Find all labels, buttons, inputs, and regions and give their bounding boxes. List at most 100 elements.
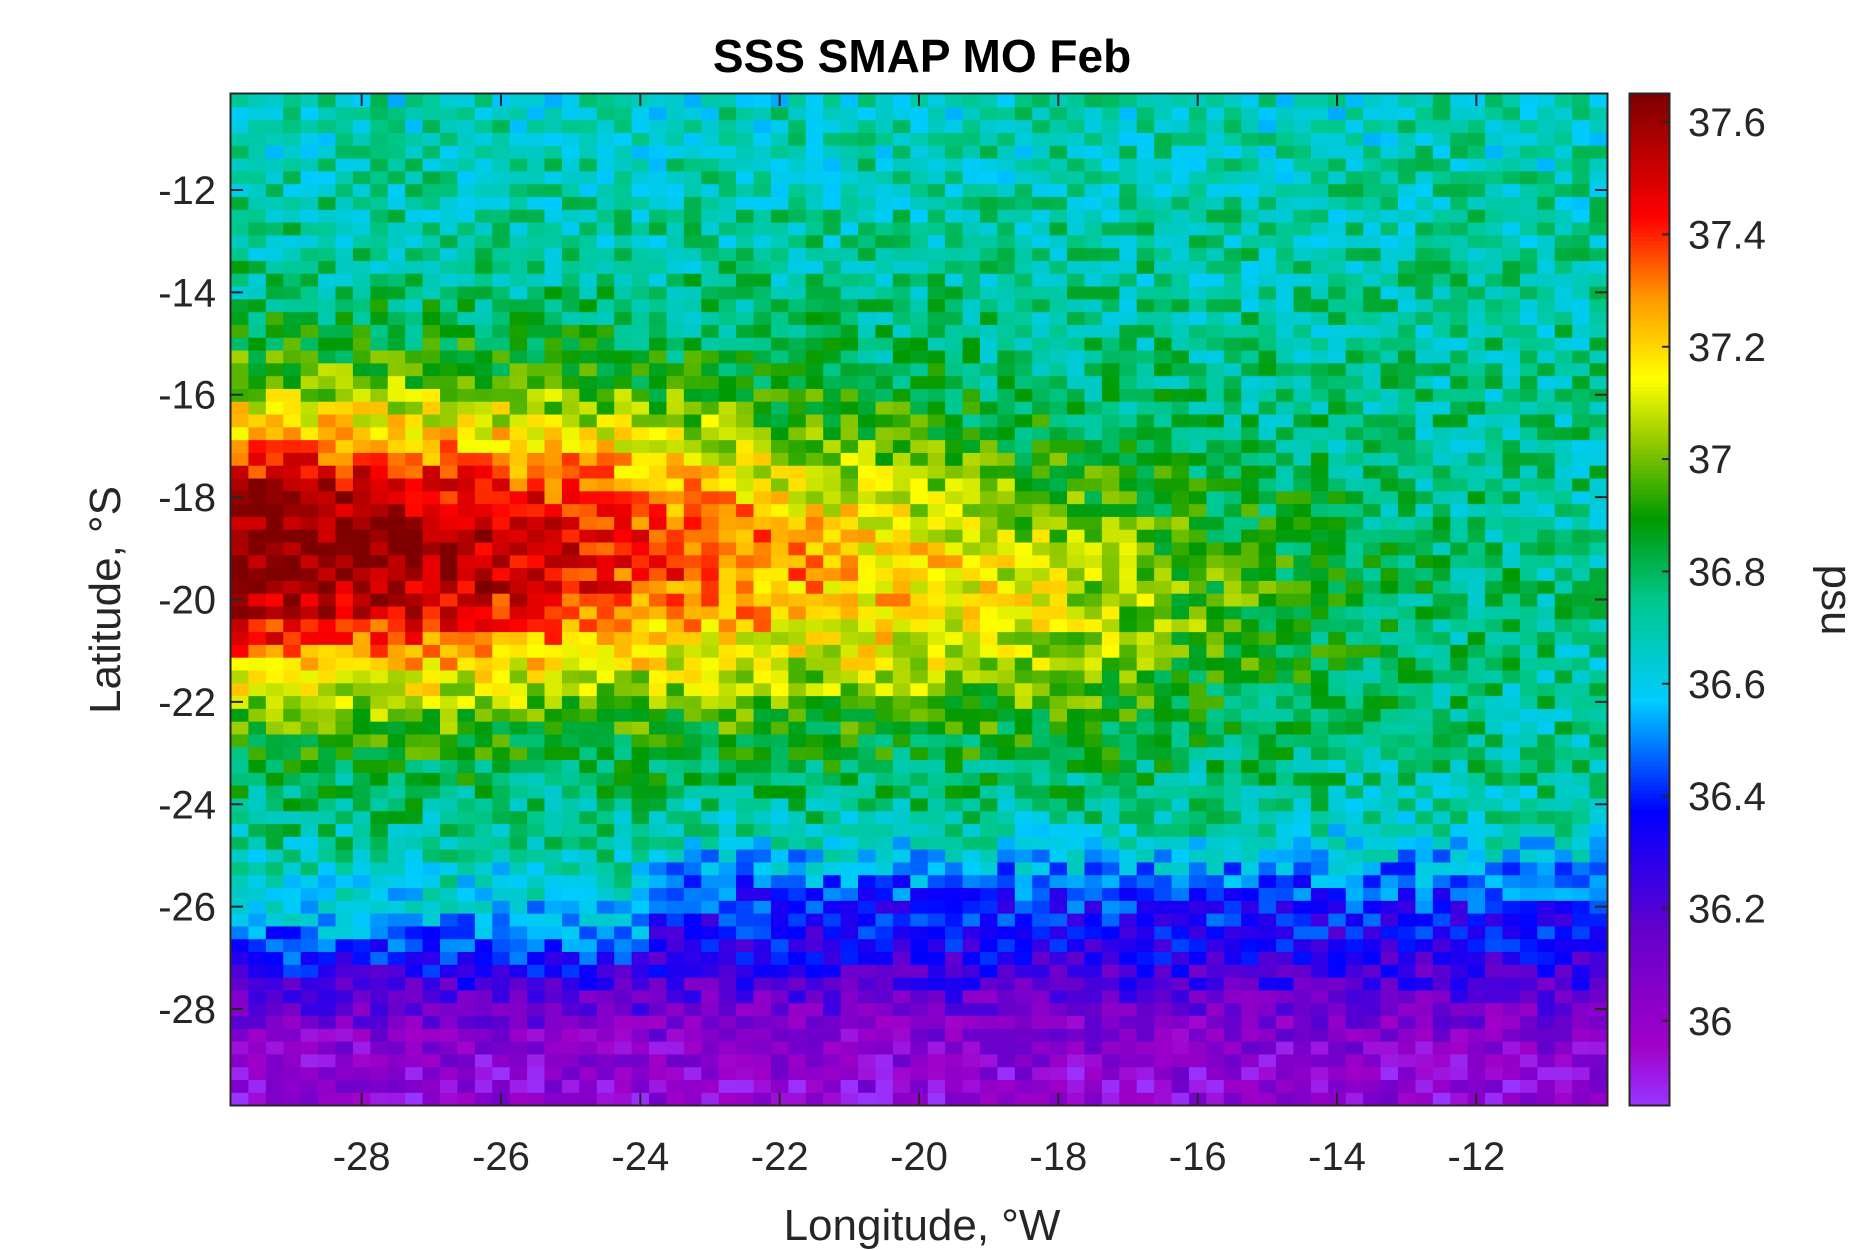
heatmap-cell	[910, 900, 929, 914]
heatmap-cell	[1188, 477, 1207, 492]
heatmap-cell	[509, 375, 528, 389]
heatmap-cell	[614, 465, 633, 479]
heatmap-cell	[492, 989, 511, 1004]
heatmap-cell	[736, 644, 755, 658]
heatmap-cell	[910, 273, 929, 287]
heatmap-cell	[805, 209, 824, 223]
heatmap-cell	[1136, 810, 1155, 825]
heatmap-cell	[1119, 247, 1138, 261]
heatmap-cell	[527, 337, 546, 351]
heatmap-cell	[1223, 388, 1242, 402]
heatmap-cell	[474, 1053, 493, 1068]
heatmap-cell	[718, 516, 737, 530]
heatmap-cell	[788, 797, 807, 812]
heatmap-cell	[1067, 708, 1086, 722]
heatmap-cell	[370, 721, 389, 735]
heatmap-cell	[979, 529, 998, 543]
heatmap-cell	[440, 145, 459, 159]
heatmap-cell	[492, 349, 511, 364]
heatmap-cell	[387, 503, 406, 517]
heatmap-cell	[1101, 375, 1120, 389]
heatmap-cell	[1293, 221, 1312, 236]
heatmap-cell	[544, 362, 563, 377]
heatmap-cell	[718, 695, 737, 709]
heatmap-cell	[1223, 362, 1242, 377]
heatmap-cell	[440, 733, 459, 748]
heatmap-cell	[405, 221, 424, 236]
heatmap-cell	[335, 580, 354, 594]
heatmap-cell	[248, 708, 267, 722]
heatmap-cell	[753, 541, 772, 556]
heatmap-cell	[544, 1041, 563, 1055]
heatmap-cell	[352, 1028, 371, 1042]
heatmap-cell	[300, 529, 319, 543]
heatmap-cell	[265, 733, 284, 748]
heatmap-cell	[718, 439, 737, 453]
heatmap-cell	[527, 849, 546, 863]
heatmap-cell	[544, 618, 563, 633]
heatmap-cell	[1014, 221, 1033, 236]
heatmap-cell	[788, 669, 807, 684]
heatmap-cell	[753, 529, 772, 543]
heatmap-cell	[352, 746, 371, 761]
heatmap-cell	[1136, 695, 1155, 709]
heatmap-cell	[997, 593, 1016, 607]
heatmap-cell	[265, 285, 284, 300]
heatmap-cell	[979, 503, 998, 517]
heatmap-cell	[1136, 388, 1155, 402]
heatmap-cell	[736, 1002, 755, 1017]
heatmap-cell	[858, 964, 877, 978]
heatmap-cell	[596, 1002, 615, 1017]
heatmap-cell	[945, 1092, 964, 1106]
heatmap-cell	[962, 465, 981, 479]
heatmap-cell	[265, 337, 284, 351]
heatmap-cell	[962, 529, 981, 543]
heatmap-cell	[788, 94, 807, 108]
heatmap-cell	[649, 1092, 668, 1106]
heatmap-cell	[823, 298, 842, 313]
heatmap-cell	[701, 593, 720, 607]
heatmap-cell	[352, 439, 371, 453]
heatmap-cell	[1241, 106, 1260, 121]
heatmap-cell	[666, 669, 685, 684]
heatmap-cell	[527, 388, 546, 402]
heatmap-cell	[736, 132, 755, 146]
heatmap-cell	[927, 580, 946, 594]
heatmap-cell	[892, 913, 911, 927]
heatmap-cell	[718, 106, 737, 121]
heatmap-cell	[875, 580, 894, 594]
heatmap-cell	[892, 273, 911, 287]
heatmap-cell	[683, 977, 702, 991]
heatmap-cell	[1032, 810, 1051, 825]
heatmap-cell	[474, 465, 493, 479]
heatmap-cell	[1067, 490, 1086, 505]
heatmap-cell	[405, 541, 424, 556]
heatmap-cell	[596, 797, 615, 812]
heatmap-cell	[736, 785, 755, 799]
heatmap-cell	[544, 746, 563, 761]
heatmap-cell	[370, 1053, 389, 1068]
heatmap-cell	[1206, 759, 1225, 773]
heatmap-cell	[283, 938, 302, 953]
heatmap-cell	[231, 1028, 250, 1042]
heatmap-cell	[962, 247, 981, 261]
heatmap-cell	[997, 810, 1016, 825]
heatmap-cell	[788, 221, 807, 236]
heatmap-cell	[492, 951, 511, 965]
heatmap-cell	[840, 951, 859, 965]
heatmap-cell	[666, 1079, 685, 1093]
heatmap-cell	[1154, 1015, 1173, 1029]
heatmap-cell	[649, 452, 668, 466]
heatmap-cell	[492, 605, 511, 620]
heatmap-cell	[370, 861, 389, 876]
heatmap-cell	[370, 465, 389, 479]
heatmap-cell	[387, 401, 406, 415]
heatmap-cell	[248, 221, 267, 236]
heatmap-cell	[509, 657, 528, 671]
heatmap-cell	[910, 874, 929, 889]
heatmap-cell	[1188, 913, 1207, 927]
heatmap-cell	[265, 106, 284, 121]
heatmap-cell	[405, 183, 424, 197]
heatmap-cell	[1049, 951, 1068, 965]
heatmap-cell	[579, 1028, 598, 1042]
